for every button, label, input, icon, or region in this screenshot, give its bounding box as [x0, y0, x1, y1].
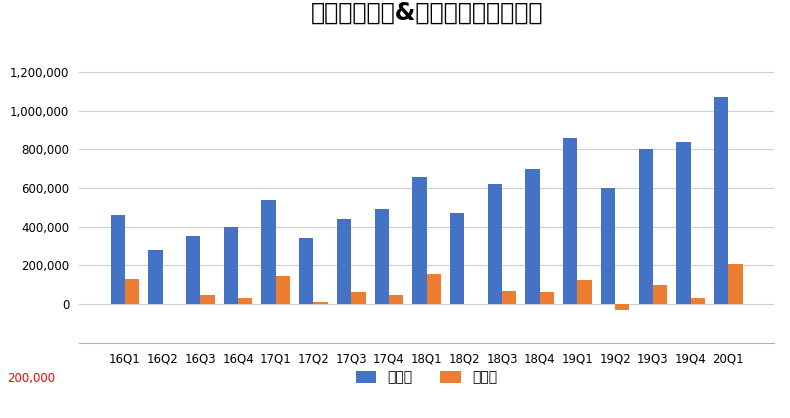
Bar	[186, 237, 201, 304]
Bar	[427, 274, 441, 304]
Bar	[714, 97, 728, 304]
Bar	[502, 291, 517, 304]
Bar	[149, 250, 163, 304]
Bar	[314, 302, 328, 304]
Bar	[563, 138, 577, 304]
Bar	[638, 149, 653, 304]
Bar	[299, 238, 314, 304]
Bar	[728, 265, 743, 304]
Bar	[601, 188, 615, 304]
Bar	[374, 209, 389, 304]
Bar	[125, 279, 139, 304]
Bar	[450, 213, 465, 304]
Bar	[540, 293, 554, 304]
Text: 200,000: 200,000	[7, 372, 55, 385]
Bar	[615, 304, 630, 310]
Bar	[653, 285, 668, 304]
Bar	[238, 298, 252, 304]
Bar	[337, 219, 352, 304]
Bar	[389, 295, 403, 304]
Bar	[577, 280, 592, 304]
Bar	[276, 276, 290, 304]
Bar	[352, 293, 366, 304]
Title: 新东方净收入&净利润（美元，千）: 新东方净收入&净利润（美元，千）	[310, 0, 543, 25]
Bar	[201, 295, 215, 304]
Bar	[261, 200, 276, 304]
Bar	[224, 227, 238, 304]
Bar	[676, 142, 690, 304]
Bar	[690, 298, 705, 304]
Bar	[525, 169, 540, 304]
Bar	[412, 176, 427, 304]
Bar	[111, 215, 125, 304]
Bar	[487, 184, 502, 304]
Legend: 净收入, 净利润: 净收入, 净利润	[348, 364, 505, 392]
